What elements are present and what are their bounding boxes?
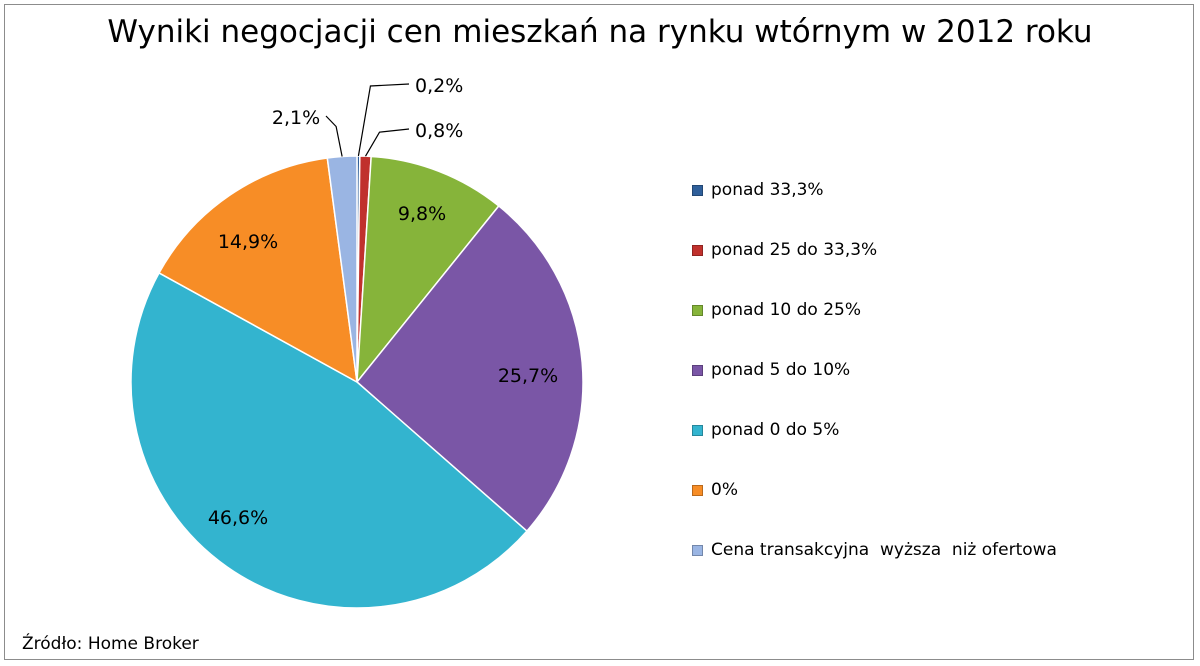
- legend-item-7: Cena transakcyjna wyższa niż ofertowa: [690, 540, 1190, 560]
- pie-slice-5: [130, 271, 528, 609]
- legend-label-4: ponad 5 do 10%: [711, 360, 851, 380]
- legend-label-1: ponad 33,3%: [711, 180, 824, 200]
- legend-item-6: 0%: [690, 480, 1190, 500]
- pie-slice-4: [355, 204, 584, 533]
- data-label-1: 0,2%: [415, 75, 463, 97]
- legend-label-7: Cena transakcyjna wyższa niż ofertowa: [711, 540, 1057, 560]
- legend-swatch-4: [692, 364, 703, 376]
- legend-item-4: ponad 5 do 10%: [690, 360, 1190, 380]
- data-label-7: 2,1%: [272, 107, 320, 129]
- legend-swatch-2: [692, 244, 703, 256]
- leader-line-2: [364, 128, 410, 157]
- chart-title: Wyniki negocjacji cen mieszkań na rynku …: [107, 14, 1093, 50]
- legend-item-3: ponad 10 do 25%: [690, 300, 1190, 320]
- leader-line-7: [325, 115, 343, 157]
- data-label-5: 46,6%: [208, 507, 268, 529]
- source-note: Źródło: Home Broker: [22, 634, 199, 654]
- legend-item-2: ponad 25 do 33,3%: [690, 240, 1190, 260]
- legend-swatch-3: [692, 304, 703, 316]
- chart-legend: ponad 33,3% ponad 25 do 33,3% ponad 10 do …: [690, 180, 1190, 600]
- legend-label-5: ponad 0 do 5%: [711, 420, 840, 440]
- legend-label-2: ponad 25 do 33,3%: [711, 240, 878, 260]
- pie-slice-6: [158, 157, 358, 384]
- legend-label-3: ponad 10 do 25%: [711, 300, 861, 320]
- pie-slice-3: [356, 155, 500, 385]
- pie-slice-7: [326, 155, 358, 383]
- data-label-3: 9,8%: [398, 203, 446, 225]
- legend-swatch-7: [692, 544, 703, 556]
- data-label-4: 25,7%: [498, 365, 558, 387]
- data-label-6: 14,9%: [218, 231, 278, 253]
- legend-swatch-6: [692, 484, 703, 496]
- leader-line-1: [357, 83, 410, 157]
- legend-swatch-1: [692, 184, 703, 196]
- legend-label-6: 0%: [711, 480, 738, 500]
- data-label-2: 0,8%: [415, 120, 463, 142]
- legend-item-1: ponad 33,3%: [690, 180, 1190, 200]
- legend-swatch-5: [692, 424, 703, 436]
- legend-item-5: ponad 0 do 5%: [690, 420, 1190, 440]
